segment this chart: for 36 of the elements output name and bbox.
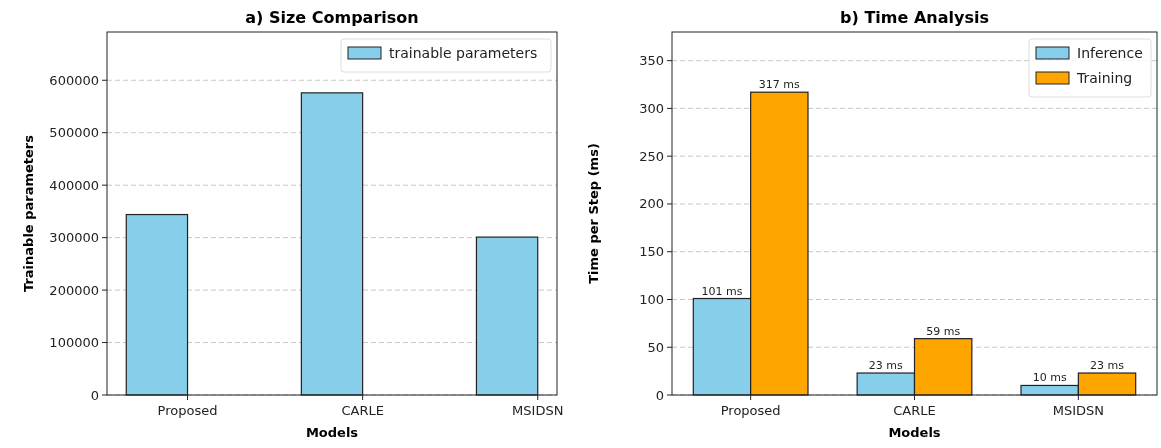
y-tick-label: 50 [647, 339, 664, 355]
data-label: 23 ms [1090, 359, 1125, 373]
x-tick-label: MSIDSN [512, 403, 564, 418]
legend-label: Training [1076, 69, 1133, 86]
x-axis-title: Models [888, 425, 941, 440]
data-label: 23 ms [868, 359, 904, 373]
y-tick-label: 100 [639, 292, 664, 308]
y-tick-label: 200 [639, 196, 664, 212]
y-axis-title: Time per Step (ms) [586, 143, 601, 284]
data-label: 101 ms [701, 284, 743, 298]
y-tick-label: 200000 [49, 282, 99, 298]
y-tick-label: 100000 [49, 335, 99, 351]
y-tick-label: 250 [639, 148, 664, 164]
y-tick-label: 350 [639, 53, 664, 69]
data-label: 317 ms [758, 78, 801, 92]
x-tick-label: CARLE [341, 403, 384, 418]
x-tick-label: CARLE [893, 403, 936, 418]
y-tick-label: 150 [639, 244, 664, 260]
data-label: 10 ms [1032, 371, 1067, 385]
y-tick-label: 300 [639, 100, 664, 116]
legend-label: Inference [1077, 44, 1143, 61]
y-tick-label: 400000 [49, 177, 99, 193]
chart-title: b) Time Analysis [840, 8, 989, 27]
data-label: 59 ms [926, 324, 961, 338]
y-tick-label: 500000 [49, 125, 99, 141]
x-tick-label: Proposed [157, 403, 218, 418]
y-tick-label: 600000 [49, 72, 99, 88]
chart-title: a) Size Comparison [245, 8, 419, 27]
x-tick-label: MSIDSN [1052, 403, 1104, 418]
legend-label: trainable parameters [389, 44, 538, 61]
y-axis-title: Trainable parameters [21, 134, 36, 293]
y-tick-label: 0 [655, 387, 664, 403]
x-axis-title: Models [305, 425, 359, 440]
x-tick-label: Proposed [720, 403, 781, 418]
y-tick-label: 300000 [49, 230, 99, 246]
y-tick-label: 0 [90, 387, 99, 403]
